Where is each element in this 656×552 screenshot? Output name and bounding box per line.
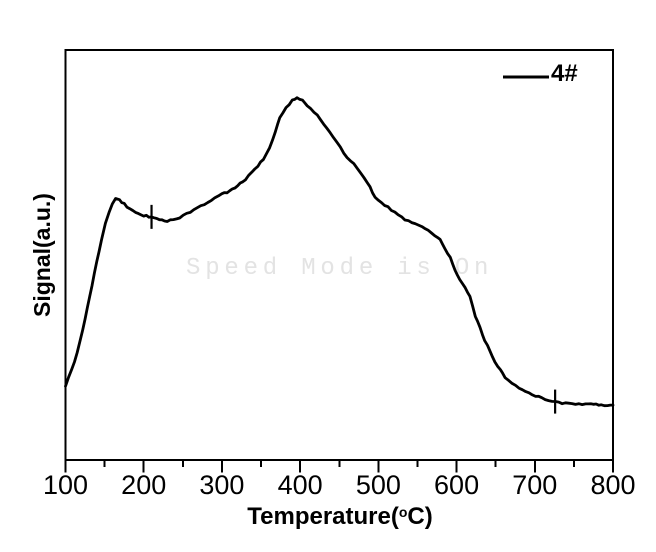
legend-label: 4#: [551, 60, 578, 87]
x-axis-title-text: Temperature(: [247, 503, 399, 530]
degree-symbol: o: [398, 504, 408, 520]
x-tick-label: 600: [434, 470, 480, 500]
x-axis-title-unit: C): [407, 503, 433, 530]
x-axis-title: Temperature(oC): [190, 503, 490, 530]
x-tick-label: 700: [512, 470, 558, 500]
x-tick-label: 300: [199, 470, 245, 500]
curve-segment-markers: [150, 204, 557, 414]
x-tick-label: 400: [277, 470, 323, 500]
x-axis-ticks: [64, 460, 614, 473]
x-tick-label: 100: [42, 470, 89, 500]
x-tick-label: 500: [355, 470, 401, 500]
y-axis-title: Signal(a.u.): [29, 193, 55, 317]
watermark-text: Speed Mode is On: [186, 255, 494, 282]
x-tick-label: 800: [590, 470, 636, 500]
signal-curve: [64, 96, 615, 408]
x-tick-label: 200: [121, 470, 167, 500]
